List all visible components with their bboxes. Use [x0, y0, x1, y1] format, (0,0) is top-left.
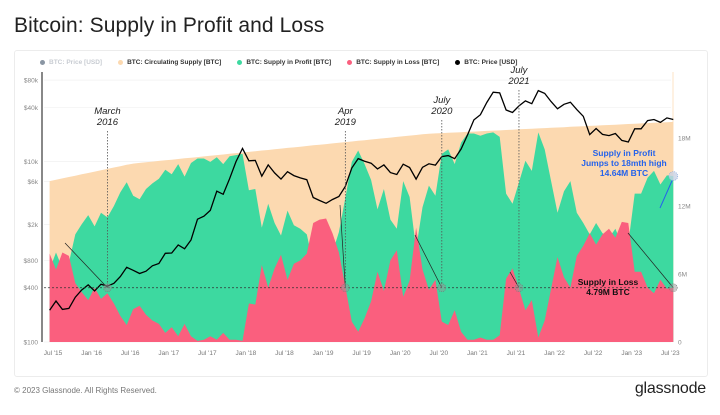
annotation-marker — [103, 283, 112, 293]
x-axis-tick-label: Jan '16 — [81, 350, 102, 357]
x-axis-tick-label: Jan '20 — [390, 350, 411, 357]
x-axis-tick-label: Jan '21 — [467, 350, 488, 357]
annotation-arrow — [64, 242, 108, 288]
left-axis-tick-label: $80k — [24, 78, 39, 85]
annotation-arrow — [627, 232, 674, 288]
annotation-marker — [514, 283, 524, 293]
right-axis-tick-label: 0 — [678, 340, 682, 347]
annotation-date-label: March — [94, 106, 120, 117]
x-axis-tick-label: Jul '21 — [507, 350, 526, 357]
legend-item-supply-in-loss[interactable]: BTC: Supply in Loss [BTC] — [347, 59, 439, 66]
supply-in-profit-marker — [668, 171, 679, 181]
profit-annotation-arrow — [659, 179, 673, 209]
x-axis-tick-label: Jan '17 — [158, 350, 179, 357]
annotation-marker — [341, 283, 350, 293]
x-axis-tick-label: Jan '18 — [236, 350, 257, 357]
supply-in-loss-annotation: Supply in Loss — [578, 277, 639, 287]
supply-in-profit-annotation: Supply in Profit — [593, 148, 656, 158]
annotation-date-label: 2021 — [507, 76, 529, 87]
left-axis-tick-label: $400 — [24, 285, 39, 292]
x-axis-tick-label: Jul '16 — [121, 350, 140, 357]
left-axis-tick-label: $800 — [24, 258, 39, 265]
supply-in-loss-annotation: 4.79M BTC — [586, 287, 629, 297]
x-axis-tick-label: Jul '18 — [275, 350, 294, 357]
annotation-date-label: 2016 — [96, 117, 119, 128]
x-axis-tick-label: Jan '22 — [544, 350, 565, 357]
price-line — [49, 89, 674, 311]
legend-dot — [237, 60, 243, 65]
legend-dot — [118, 60, 124, 65]
right-axis-tick-label: 18M — [678, 136, 691, 143]
legend-label: BTC: Supply in Profit [BTC] — [246, 59, 332, 66]
legend-label: BTC: Price [USD] — [49, 59, 103, 66]
annotation-arrow — [414, 234, 443, 288]
legend-item-price-muted[interactable]: BTC: Price [USD] — [40, 59, 102, 66]
supply-in-loss-marker — [668, 283, 678, 293]
x-axis-tick-label: Jan '19 — [313, 350, 334, 357]
legend-item-price[interactable]: BTC: Price [USD] — [455, 59, 517, 66]
copyright-footer: © 2023 Glassnode. All Rights Reserved. — [14, 386, 157, 395]
annotation-date-label: 2019 — [334, 117, 357, 128]
supply-in-loss-area — [49, 218, 674, 342]
left-axis-tick-label: $40k — [24, 105, 39, 112]
chart-legend: BTC: Price [USD] BTC: Circulating Supply… — [40, 59, 517, 66]
annotation-date-label: 2020 — [430, 106, 453, 117]
annotation-arrow — [339, 204, 346, 288]
x-axis-tick-label: Jan '23 — [621, 350, 642, 357]
legend-label: BTC: Circulating Supply [BTC] — [127, 59, 222, 66]
x-axis-tick-label: Jul '17 — [198, 350, 217, 357]
legend-item-supply-in-profit[interactable]: BTC: Supply in Profit [BTC] — [237, 59, 331, 66]
supply-in-profit-annotation: 14.64M BTC — [600, 168, 648, 178]
annotation-marker — [437, 283, 447, 293]
x-axis-tick-label: Jul '19 — [352, 350, 371, 357]
left-axis-tick-label: $100 — [24, 340, 39, 347]
left-axis-tick-label: $10k — [24, 159, 39, 166]
right-axis-tick-label: 12M — [678, 204, 691, 211]
left-axis-tick-label: $2k — [28, 222, 39, 229]
left-axis-tick-label: $6k — [28, 179, 39, 186]
annotation-date-label: Apr — [337, 106, 354, 117]
legend-dot — [347, 60, 353, 65]
supply-in-profit-annotation: Jumps to 18mth high — [581, 158, 666, 168]
legend-dot — [455, 60, 461, 65]
x-axis-tick-label: Jul '15 — [44, 350, 63, 357]
annotation-date-label: July — [432, 95, 451, 106]
right-axis-tick-label: 6M — [678, 272, 687, 279]
chart-card — [14, 50, 708, 377]
glassnode-logo: glassnode — [634, 380, 706, 397]
x-axis-tick-label: Jul '23 — [661, 350, 680, 357]
x-axis-tick-label: Jul '22 — [584, 350, 603, 357]
page-title: Bitcoin: Supply in Profit and Loss — [14, 14, 325, 37]
legend-item-circulating-supply[interactable]: BTC: Circulating Supply [BTC] — [118, 59, 221, 66]
annotation-date-label: July — [510, 65, 529, 76]
legend-label: BTC: Supply in Loss [BTC] — [356, 59, 440, 66]
legend-label: BTC: Price [USD] — [464, 59, 518, 66]
x-axis-tick-label: Jul '20 — [430, 350, 449, 357]
legend-dot — [40, 60, 45, 65]
